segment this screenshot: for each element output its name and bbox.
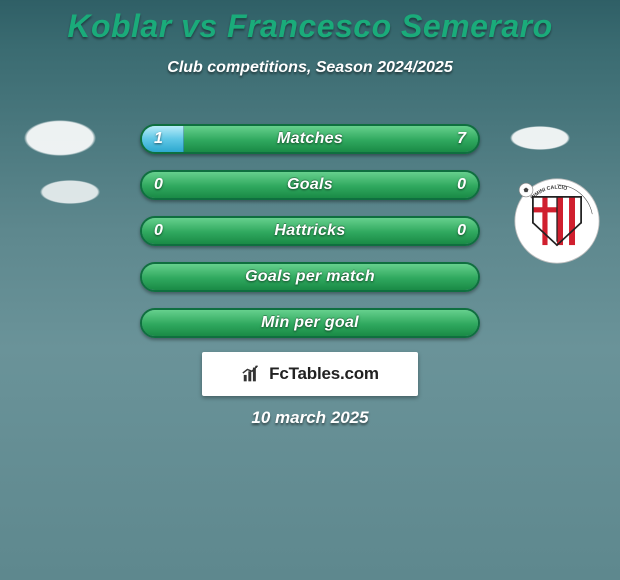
watermark: FcTables.com — [202, 352, 418, 396]
stat-bar: 00Goals — [140, 170, 480, 200]
bar-label: Goals — [142, 172, 478, 198]
watermark-text: FcTables.com — [269, 364, 379, 384]
stat-bar: 17Matches — [140, 124, 480, 154]
bar-label: Goals per match — [142, 264, 478, 290]
page-title: Koblar vs Francesco Semeraro — [0, 0, 620, 45]
chart-icon — [241, 363, 263, 385]
stat-bar: Goals per match — [140, 262, 480, 292]
stat-bar: 00Hattricks — [140, 216, 480, 246]
bar-label: Min per goal — [142, 310, 478, 336]
subtitle: Club competitions, Season 2024/2025 — [0, 59, 620, 77]
bar-label: Matches — [142, 126, 478, 152]
bar-label: Hattricks — [142, 218, 478, 244]
footer-date: 10 march 2025 — [0, 408, 620, 428]
club-crest-right: RIMINI CALCIO — [514, 178, 600, 264]
stat-bar: Min per goal — [140, 308, 480, 338]
comparison-bars: 17Matches 00Goals 00Hattricks Goals per mat… — [140, 124, 480, 354]
